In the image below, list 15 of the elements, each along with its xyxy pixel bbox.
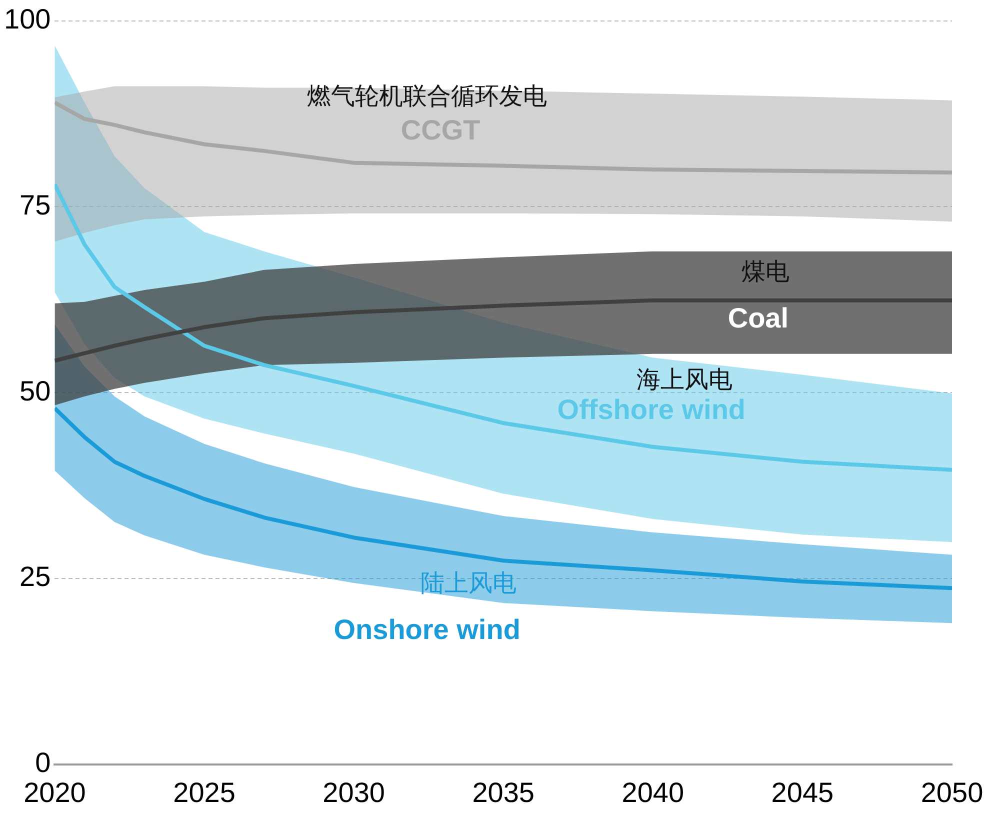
- x-tick-label: 2050: [920, 776, 984, 808]
- x-tick-label: 2025: [173, 776, 236, 808]
- y-tick-label: 50: [20, 375, 51, 406]
- x-tick-label: 2030: [322, 776, 385, 808]
- series-label: 海上风电 Offshore wind: [557, 366, 746, 425]
- x-tick-label: 2020: [24, 776, 86, 808]
- x-tick-label: 2035: [472, 776, 535, 808]
- series-label: 煤电 Coal: [728, 258, 790, 334]
- y-tick-label: 25: [20, 561, 51, 592]
- series-label: 陆上风电 Onshore wind: [334, 570, 520, 646]
- y-tick-label: 100: [4, 4, 51, 35]
- y-tick-label: 75: [20, 189, 51, 220]
- x-tick-label: 2045: [771, 776, 834, 808]
- x-tick-label: 2040: [622, 776, 684, 808]
- y-tick-label: 0: [35, 747, 51, 778]
